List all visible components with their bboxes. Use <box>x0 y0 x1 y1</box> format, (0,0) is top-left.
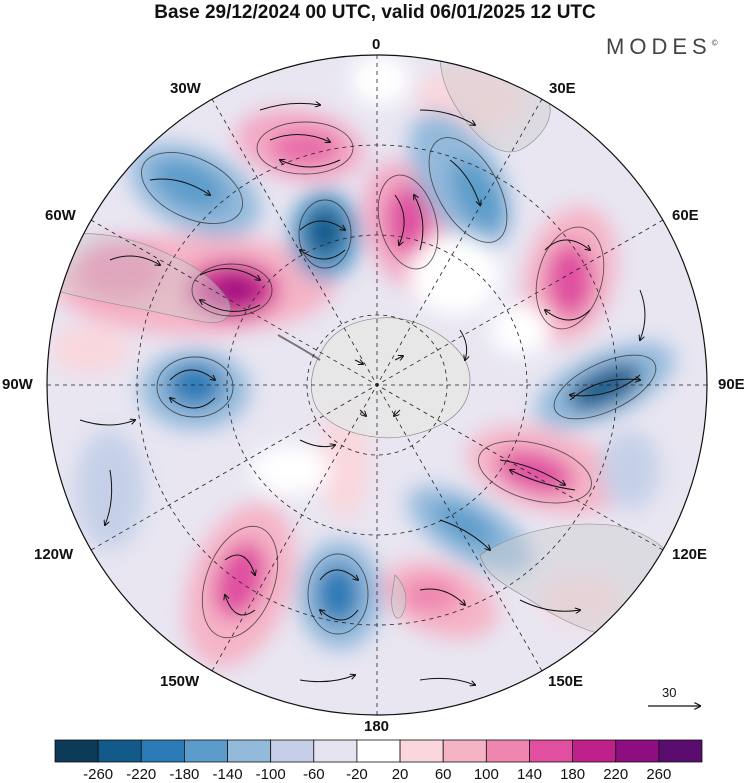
meridian-label-90e: 90E <box>718 376 745 393</box>
colorbar-tick-label: -220 <box>126 766 157 783</box>
colorbar-tick-label: 60 <box>434 766 452 783</box>
colorbar-tick-label: -140 <box>212 766 243 783</box>
colorbar-swatch <box>97 739 142 763</box>
colorbar-swatch <box>140 739 185 763</box>
antarctica-landmass <box>311 317 471 439</box>
colorbar-tick-label: 100 <box>473 766 499 783</box>
colorbar-swatch <box>227 739 272 763</box>
new-zealand-landmass <box>391 574 407 619</box>
colorbar-tick-label: -20 <box>346 766 368 783</box>
graticule <box>47 55 707 715</box>
colorbar <box>54 739 703 763</box>
meridian-label-0: 0 <box>372 36 381 53</box>
colorbar-swatch <box>183 739 228 763</box>
colorbar-tick-label: 180 <box>560 766 586 783</box>
colorbar-swatch <box>356 739 401 763</box>
colorbar-tick-label: 260 <box>646 766 672 783</box>
wind-scale-label: 30 <box>662 685 677 700</box>
colorbar-swatch <box>399 739 444 763</box>
meridian-label-120w: 120W <box>34 546 74 563</box>
modes-logo: MODES© <box>606 34 718 60</box>
colorbar-swatch <box>572 739 617 763</box>
south-america-landmass <box>54 233 231 323</box>
meridian-label-90w: 90W <box>2 376 33 393</box>
polar-map-disk <box>47 55 707 715</box>
colorbar-tick-label: 220 <box>603 766 629 783</box>
anomaly-field <box>50 55 675 667</box>
meridian-label-30w: 30W <box>170 80 201 97</box>
colorbar-tick-label: 140 <box>516 766 542 783</box>
colorbar-tick-label: -260 <box>83 766 114 783</box>
colorbar-swatch <box>270 739 315 763</box>
colorbar-tick-label: -100 <box>255 766 286 783</box>
map-title: Base 29/12/2024 00 UTC, valid 06/01/2025… <box>154 2 596 23</box>
colorbar-swatch <box>658 739 703 763</box>
colorbar-swatch <box>442 739 487 763</box>
meridian-label-150e: 150E <box>548 673 584 690</box>
meridian-label-180: 180 <box>364 718 390 735</box>
meridian-label-60w: 60W <box>45 207 76 224</box>
colorbar-tick-label: 20 <box>391 766 409 783</box>
brand-text: MODES <box>606 34 712 59</box>
brand-mark: © <box>711 38 718 48</box>
contour-lines <box>140 121 657 639</box>
colorbar-swatch <box>615 739 660 763</box>
colorbar-tick-label: -180 <box>169 766 200 783</box>
colorbar-swatch <box>485 739 530 763</box>
meridian-label-30e: 30E <box>549 80 576 97</box>
colorbar-ticks: -260 -220 -180 -140 -100 -60 -20 20 60 100 140 180 2… <box>0 766 750 783</box>
meridian-label-60e: 60E <box>672 207 699 224</box>
colorbar-swatch <box>54 739 99 763</box>
colorbar-tick-label: -60 <box>302 766 325 783</box>
antarctic-peninsula <box>277 334 321 361</box>
colorbar-swatch <box>529 739 574 763</box>
wind-vectors <box>79 103 646 685</box>
meridian-label-150w: 150W <box>160 673 200 690</box>
colorbar-swatch <box>313 739 358 763</box>
map-boundary <box>46 54 708 716</box>
meridian-label-120e: 120E <box>672 546 708 563</box>
